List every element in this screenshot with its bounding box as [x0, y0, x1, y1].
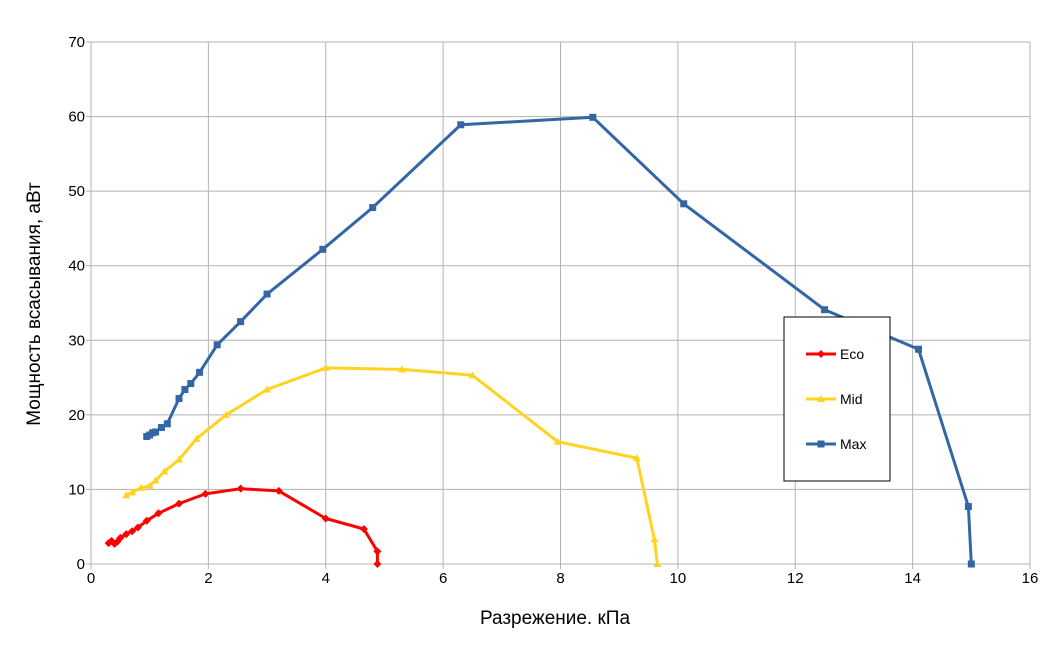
data-point-max [196, 368, 204, 376]
data-point-mid [160, 467, 169, 475]
y-tick-label: 50 [68, 183, 85, 200]
series-max [143, 113, 975, 568]
data-point-max [369, 204, 377, 212]
data-point-eco [133, 523, 142, 532]
series-mid [122, 363, 662, 567]
data-point-mid [321, 363, 330, 371]
legend-marker-eco [817, 350, 825, 358]
y-tick-label: 10 [68, 481, 85, 498]
x-tick-label: 14 [904, 570, 921, 587]
x-tick-label: 2 [204, 570, 212, 587]
data-point-eco [122, 530, 131, 539]
data-point-mid [553, 437, 562, 445]
data-point-mid [632, 454, 641, 462]
legend-label-eco: Eco [840, 346, 864, 362]
data-point-eco [154, 509, 163, 518]
data-point-eco [236, 484, 245, 493]
legend: Eco Mid Max [783, 316, 891, 482]
series-layer [104, 113, 975, 568]
data-point-max [175, 394, 183, 402]
data-point-max [821, 306, 829, 314]
data-point-max [589, 113, 597, 121]
data-point-max [187, 380, 195, 388]
data-point-max [157, 424, 165, 432]
legend-item-eco: Eco [806, 346, 864, 362]
data-point-eco [128, 527, 137, 536]
y-tick-label: 20 [68, 407, 85, 424]
legend-marker-max [817, 440, 825, 448]
data-point-mid [136, 483, 145, 491]
data-point-max [152, 428, 160, 436]
y-tick-label: 60 [68, 109, 85, 126]
data-point-eco [142, 516, 151, 525]
y-tick-label: 40 [68, 258, 85, 275]
data-point-mid [145, 481, 154, 489]
data-point-max [967, 560, 975, 568]
data-point-eco [175, 499, 184, 508]
data-point-mid [468, 371, 477, 379]
data-point-mid [192, 434, 201, 442]
legend-label-max: Max [840, 436, 866, 452]
series-eco [104, 484, 382, 568]
data-point-max [457, 121, 465, 129]
data-point-mid [263, 385, 272, 393]
data-point-mid [221, 410, 230, 418]
data-point-mid [398, 365, 407, 373]
data-point-mid [650, 535, 659, 543]
data-point-max [181, 386, 189, 394]
x-tick-label: 10 [670, 570, 687, 587]
legend-label-mid: Mid [840, 391, 863, 407]
data-point-max [680, 200, 688, 208]
x-tick-label: 8 [556, 570, 564, 587]
data-point-mid [128, 488, 137, 496]
data-point-eco [321, 514, 330, 523]
data-point-max [163, 420, 171, 428]
x-tick-label: 16 [1022, 570, 1039, 587]
y-tick-label: 70 [68, 34, 85, 51]
legend-box [783, 316, 891, 482]
data-point-eco [373, 560, 382, 568]
data-point-mid [122, 491, 131, 499]
x-axis-title: Разрежение. кПа [480, 608, 631, 629]
data-point-eco [201, 489, 210, 498]
data-point-eco [274, 486, 283, 495]
legend-marker-mid [817, 395, 825, 402]
y-axis-title: Мощность всасывания, аВт [24, 182, 45, 426]
data-point-max [964, 503, 972, 511]
tick-labels: 0 2 4 6 8 10 12 14 16 0 10 20 30 40 50 60 70 [68, 34, 1038, 587]
data-point-max [319, 245, 327, 253]
data-point-eco [373, 547, 382, 556]
data-point-mid [653, 560, 662, 567]
x-tick-label: 12 [787, 570, 804, 587]
data-point-max [263, 290, 271, 298]
legend-item-mid: Mid [806, 391, 863, 407]
data-point-mid [151, 476, 160, 484]
legend-item-max: Max [806, 436, 866, 452]
data-point-mid [175, 455, 184, 463]
x-tick-label: 0 [87, 570, 95, 587]
y-tick-label: 0 [77, 556, 85, 573]
data-point-max [213, 341, 221, 349]
y-tick-label: 30 [68, 332, 85, 349]
x-tick-label: 6 [439, 570, 447, 587]
data-point-eco [116, 533, 125, 542]
data-point-eco [359, 524, 368, 533]
data-point-max [237, 318, 245, 326]
x-tick-label: 4 [322, 570, 330, 587]
data-point-max [914, 345, 922, 353]
